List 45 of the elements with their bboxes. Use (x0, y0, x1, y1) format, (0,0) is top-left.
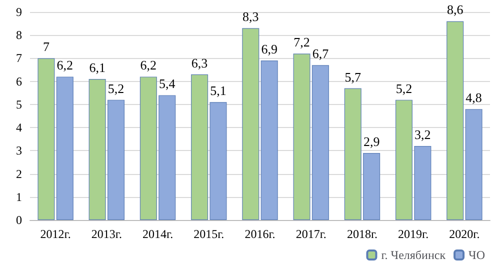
data-label: 5,7 (344, 69, 362, 84)
x-tick-label: 2018г. (346, 227, 378, 241)
bar (38, 58, 55, 220)
data-label: 6,1 (89, 60, 106, 76)
y-tick-label: 1 (16, 190, 22, 204)
data-label: 4,8 (466, 90, 482, 106)
x-tick-label: 2012г. (40, 227, 71, 241)
data-label: 3,2 (414, 127, 431, 142)
legend-label: г. Челябинск (381, 248, 446, 262)
data-label: 5,2 (396, 80, 412, 96)
y-tick-label: 7 (16, 51, 22, 66)
y-tick-label: 9 (16, 5, 22, 19)
x-tick-label: 2017г. (296, 227, 326, 241)
data-label: 7,2 (294, 34, 310, 50)
bar (260, 60, 278, 220)
y-tick-label: 4 (16, 120, 22, 135)
data-label: 5,1 (210, 83, 226, 98)
legend-label: ЧО (468, 248, 486, 262)
y-tick-label: 3 (16, 144, 22, 158)
data-label: 8,3 (242, 9, 259, 24)
y-tick-label: 6 (16, 74, 22, 88)
x-tick-label: 2019г. (398, 227, 429, 241)
data-label: 6,2 (140, 58, 157, 73)
x-tick-label: 2015г. (194, 227, 224, 241)
y-tick-label: 2 (16, 166, 22, 181)
data-label: 6,3 (191, 55, 208, 70)
bar (446, 21, 464, 220)
data-label: 7 (42, 39, 50, 54)
y-tick-label: 8 (16, 28, 22, 42)
bar (465, 109, 482, 220)
x-tick-label: 2014г. (142, 227, 174, 241)
data-label: 6,9 (261, 42, 278, 57)
y-tick-label: 5 (16, 97, 22, 112)
y-tick-label: 0 (16, 213, 22, 227)
data-label: 6,7 (312, 46, 330, 62)
data-label: 5,4 (159, 76, 176, 92)
bar (56, 76, 74, 220)
x-tick-label: 2013г. (91, 227, 122, 241)
data-label: 2,9 (363, 134, 380, 149)
data-label: 6,2 (56, 58, 74, 73)
data-label: 8,6 (446, 2, 464, 18)
x-tick-label: 2016г. (244, 227, 276, 241)
data-label: 5,2 (108, 80, 124, 96)
x-tick-label: 2020г. (449, 227, 480, 241)
bar (242, 28, 260, 220)
